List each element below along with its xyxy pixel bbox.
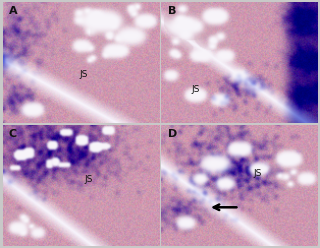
Text: A: A: [9, 6, 17, 16]
Text: JS: JS: [80, 70, 88, 79]
Text: JS: JS: [191, 85, 200, 94]
Text: JS: JS: [254, 169, 262, 178]
Text: C: C: [9, 129, 17, 139]
Text: JS: JS: [84, 175, 92, 184]
Text: D: D: [168, 129, 177, 139]
Text: B: B: [168, 6, 176, 16]
